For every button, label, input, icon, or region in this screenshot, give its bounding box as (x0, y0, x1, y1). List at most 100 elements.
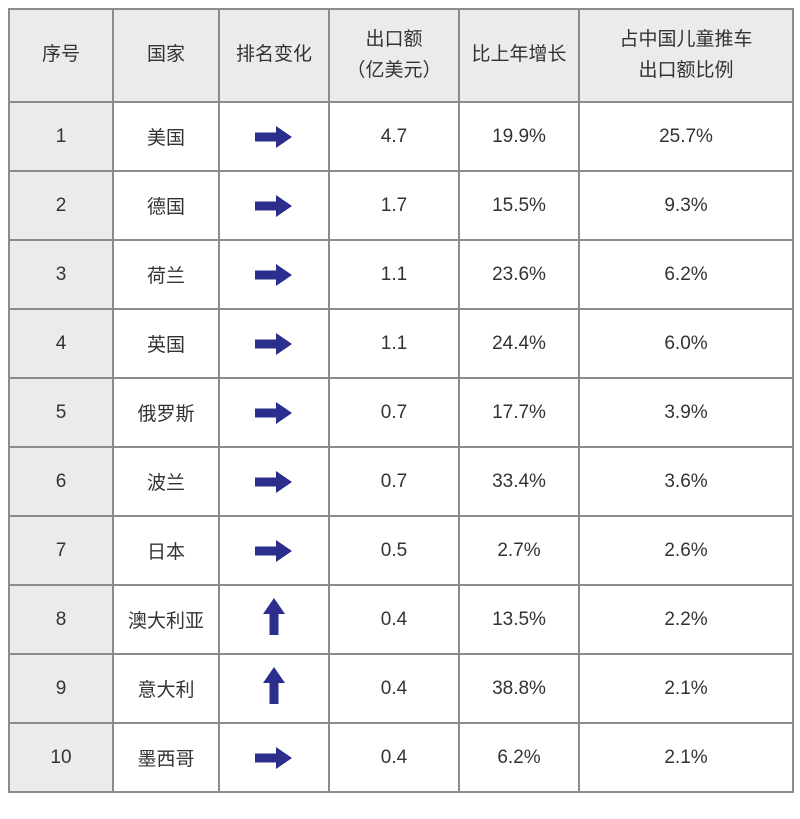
export-value-cell: 0.5 (328, 515, 460, 586)
table-row: 1 美国 4.7 19.9% 25.7% (8, 101, 794, 172)
export-value-cell: 4.7 (328, 101, 460, 172)
rank-cell: 7 (8, 515, 114, 586)
table-row: 10 墨西哥 0.4 6.2% 2.1% (8, 722, 794, 793)
yoy-growth-cell: 13.5% (458, 584, 580, 655)
share-cell: 6.0% (578, 308, 794, 379)
table-row: 9 意大利 0.4 38.8% 2.1% (8, 653, 794, 724)
rank-change-cell (218, 308, 330, 379)
rank-change-cell (218, 722, 330, 793)
rank-cell: 5 (8, 377, 114, 448)
rank-change-cell (218, 653, 330, 724)
header-rank: 序号 (8, 8, 114, 103)
share-cell: 2.1% (578, 722, 794, 793)
country-cell: 波兰 (112, 446, 220, 517)
rank-change-arrow (254, 324, 294, 364)
country-cell: 荷兰 (112, 239, 220, 310)
table-row: 6 波兰 0.7 33.4% 3.6% (8, 446, 794, 517)
right-arrow-icon (255, 746, 292, 769)
rank-change-arrow (254, 117, 294, 157)
right-arrow-icon (255, 470, 292, 493)
header-share-line1: 占中国儿童推车 (619, 29, 753, 51)
share-cell: 3.9% (578, 377, 794, 448)
up-arrow-icon (263, 598, 285, 635)
header-share-line2: 出口额比例 (638, 59, 734, 81)
rank-cell: 3 (8, 239, 114, 310)
header-share: 占中国儿童推车 出口额比例 (578, 8, 794, 103)
header-rank-change-label: 排名变化 (235, 44, 312, 66)
yoy-growth-cell: 23.6% (458, 239, 580, 310)
share-cell: 9.3% (578, 170, 794, 241)
country-cell: 澳大利亚 (112, 584, 220, 655)
rank-change-cell (218, 101, 330, 172)
country-cell: 俄罗斯 (112, 377, 220, 448)
right-arrow-icon (255, 263, 292, 286)
table-header: 序号 国家 排名变化 出口额 （亿美元） 比上年增长 占中国儿童推车 出口额比例 (8, 8, 794, 103)
table-row: 7 日本 0.5 2.7% 2.6% (8, 515, 794, 586)
rank-cell: 9 (8, 653, 114, 724)
header-rank-change: 排名变化 (218, 8, 330, 103)
share-cell: 3.6% (578, 446, 794, 517)
share-cell: 25.7% (578, 101, 794, 172)
yoy-growth-cell: 17.7% (458, 377, 580, 448)
header-export-value: 出口额 （亿美元） (328, 8, 460, 103)
export-value-cell: 0.4 (328, 722, 460, 793)
rank-change-cell (218, 584, 330, 655)
country-cell: 英国 (112, 308, 220, 379)
country-cell: 美国 (112, 101, 220, 172)
table-row: 3 荷兰 1.1 23.6% 6.2% (8, 239, 794, 310)
china-stroller-export-table: 序号 国家 排名变化 出口额 （亿美元） 比上年增长 占中国儿童推车 出口额比例… (8, 8, 794, 793)
yoy-growth-cell: 2.7% (458, 515, 580, 586)
export-value-cell: 0.7 (328, 377, 460, 448)
right-arrow-icon (255, 401, 292, 424)
rank-change-cell (218, 515, 330, 586)
table-row: 8 澳大利亚 0.4 13.5% 2.2% (8, 584, 794, 655)
rank-cell: 6 (8, 446, 114, 517)
header-country-label: 国家 (146, 44, 185, 66)
rank-cell: 4 (8, 308, 114, 379)
share-cell: 2.2% (578, 584, 794, 655)
table-row: 5 俄罗斯 0.7 17.7% 3.9% (8, 377, 794, 448)
country-cell: 德国 (112, 170, 220, 241)
rank-cell: 2 (8, 170, 114, 241)
country-cell: 意大利 (112, 653, 220, 724)
right-arrow-icon (255, 539, 292, 562)
share-cell: 6.2% (578, 239, 794, 310)
yoy-growth-cell: 6.2% (458, 722, 580, 793)
rank-change-arrow (254, 255, 294, 295)
rank-change-arrow (254, 186, 294, 226)
rank-change-cell (218, 446, 330, 517)
export-value-cell: 1.1 (328, 239, 460, 310)
yoy-growth-cell: 24.4% (458, 308, 580, 379)
export-value-cell: 0.4 (328, 653, 460, 724)
header-yoy-growth: 比上年增长 (458, 8, 580, 103)
yoy-growth-cell: 38.8% (458, 653, 580, 724)
rank-cell: 8 (8, 584, 114, 655)
export-value-cell: 1.7 (328, 170, 460, 241)
country-cell: 日本 (112, 515, 220, 586)
rank-cell: 10 (8, 722, 114, 793)
header-yoy-growth-label: 比上年增长 (471, 44, 567, 66)
country-cell: 墨西哥 (112, 722, 220, 793)
header-rank-label: 序号 (41, 44, 80, 66)
share-cell: 2.6% (578, 515, 794, 586)
header-export-value-line2: （亿美元） (346, 59, 442, 81)
share-cell: 2.1% (578, 653, 794, 724)
rank-change-arrow (254, 393, 294, 433)
yoy-growth-cell: 33.4% (458, 446, 580, 517)
right-arrow-icon (255, 332, 292, 355)
rank-change-arrow (254, 666, 294, 706)
rank-change-arrow (254, 531, 294, 571)
up-arrow-icon (263, 667, 285, 704)
header-country: 国家 (112, 8, 220, 103)
rank-change-cell (218, 377, 330, 448)
yoy-growth-cell: 19.9% (458, 101, 580, 172)
yoy-growth-cell: 15.5% (458, 170, 580, 241)
export-rank-table-container: 序号 国家 排名变化 出口额 （亿美元） 比上年增长 占中国儿童推车 出口额比例… (8, 8, 794, 793)
rank-cell: 1 (8, 101, 114, 172)
table-body: 1 美国 4.7 19.9% 25.7% 2 德国 (8, 101, 794, 793)
right-arrow-icon (255, 194, 292, 217)
table-row: 4 英国 1.1 24.4% 6.0% (8, 308, 794, 379)
export-value-cell: 0.7 (328, 446, 460, 517)
rank-change-arrow (254, 462, 294, 502)
header-export-value-line1: 出口额 (365, 29, 423, 51)
